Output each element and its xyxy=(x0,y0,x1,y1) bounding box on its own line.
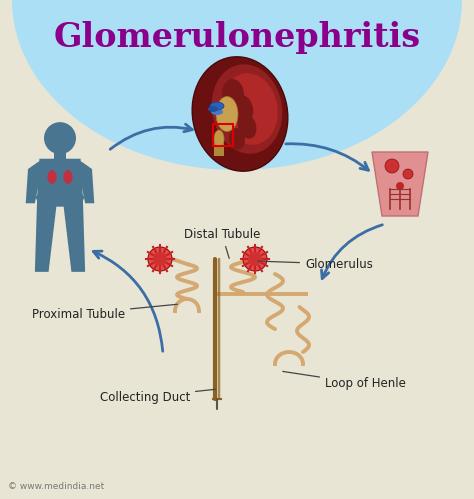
Ellipse shape xyxy=(216,96,238,132)
Polygon shape xyxy=(62,195,85,272)
Ellipse shape xyxy=(212,64,283,154)
Text: Loop of Henle: Loop of Henle xyxy=(283,371,406,391)
Text: Proximal Tubule: Proximal Tubule xyxy=(32,304,177,320)
Ellipse shape xyxy=(64,170,73,184)
Bar xyxy=(213,124,233,146)
Ellipse shape xyxy=(36,189,84,207)
Ellipse shape xyxy=(12,0,462,170)
Polygon shape xyxy=(78,161,94,203)
Text: Glomerulus: Glomerulus xyxy=(258,257,373,270)
Ellipse shape xyxy=(192,57,288,171)
Bar xyxy=(55,138,66,159)
Circle shape xyxy=(153,252,167,266)
Ellipse shape xyxy=(208,106,218,112)
Ellipse shape xyxy=(229,128,245,150)
Circle shape xyxy=(148,247,172,271)
Polygon shape xyxy=(35,195,58,272)
Ellipse shape xyxy=(222,73,278,145)
Text: Distal Tubule: Distal Tubule xyxy=(184,228,260,258)
Circle shape xyxy=(248,252,262,266)
Text: Glomerulonephritis: Glomerulonephritis xyxy=(54,21,420,54)
Ellipse shape xyxy=(47,170,56,184)
Circle shape xyxy=(396,182,404,190)
Text: Collecting Duct: Collecting Duct xyxy=(100,389,215,404)
Polygon shape xyxy=(372,152,428,216)
Ellipse shape xyxy=(237,113,256,139)
Ellipse shape xyxy=(210,102,224,110)
Ellipse shape xyxy=(222,79,244,109)
Bar xyxy=(214,136,224,156)
Ellipse shape xyxy=(233,95,253,123)
Ellipse shape xyxy=(211,109,223,115)
Polygon shape xyxy=(37,159,83,198)
Circle shape xyxy=(243,247,267,271)
Circle shape xyxy=(403,169,413,179)
Polygon shape xyxy=(26,161,42,203)
Text: © www.medindia.net: © www.medindia.net xyxy=(8,482,104,491)
Circle shape xyxy=(44,122,76,154)
Ellipse shape xyxy=(214,130,224,148)
Circle shape xyxy=(385,159,399,173)
